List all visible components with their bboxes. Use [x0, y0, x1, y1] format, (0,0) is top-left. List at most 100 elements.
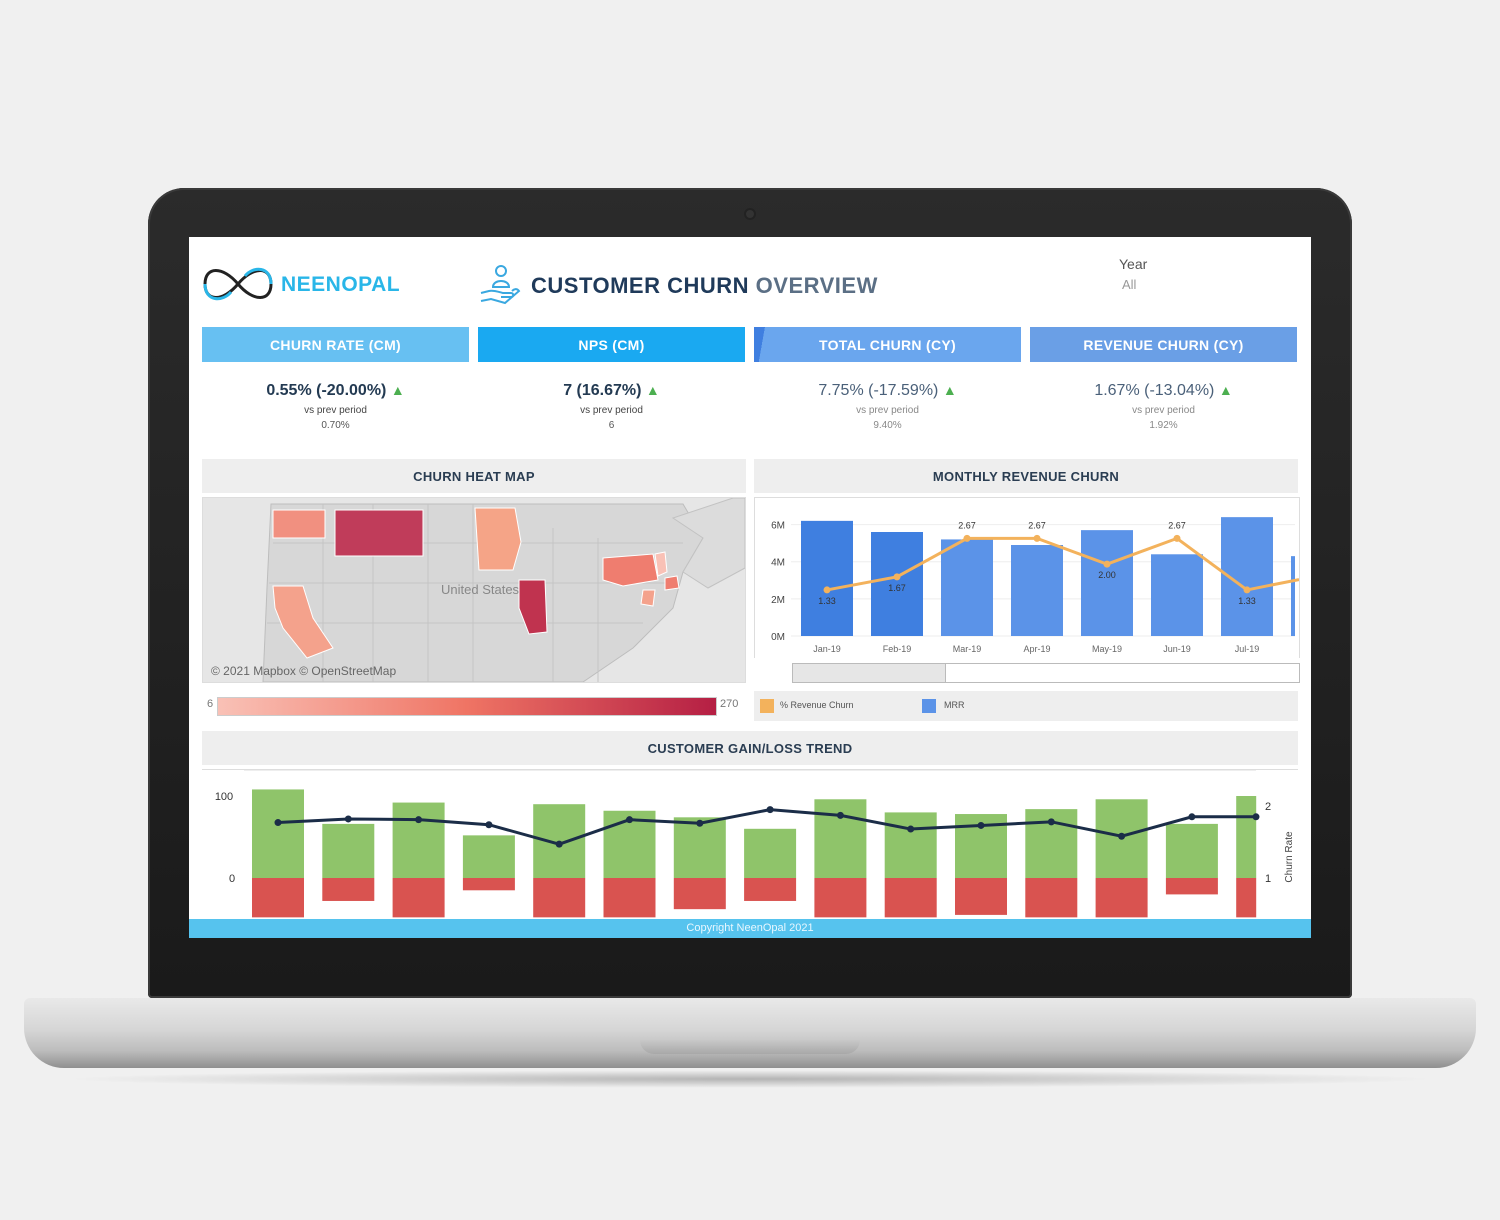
churn-heat-map[interactable]: United States © 2021 Mapbox © OpenStreet…: [202, 497, 746, 683]
y-tick-label: 100: [215, 791, 233, 803]
year-filter-value[interactable]: All: [1122, 277, 1137, 292]
gain-bar: [884, 812, 937, 878]
legend-label-churn[interactable]: % Revenue Churn: [780, 700, 854, 710]
churn-rate-point: [415, 816, 423, 824]
churn-point: [1173, 534, 1181, 542]
kpi-value-text: 7 (16.67%): [563, 382, 642, 399]
churn-rate-point: [485, 821, 493, 829]
loss-bar: [533, 878, 586, 918]
legend-label-mrr[interactable]: MRR: [944, 700, 965, 710]
churn-data-label: 1.67: [888, 583, 906, 593]
churn-data-label: 1.33: [818, 596, 836, 606]
map-country-label: United States: [441, 582, 520, 597]
churn-data-label: 2.67: [1168, 520, 1186, 530]
churn-rate-point: [555, 840, 563, 848]
legend-swatch-churn: [760, 699, 774, 713]
up-triangle-icon: ▲: [1218, 382, 1233, 398]
kpi-sub-label: vs prev period: [1132, 405, 1195, 416]
loss-bar: [955, 878, 1007, 915]
gain-bar: [744, 828, 797, 878]
mrr-bar: [1011, 545, 1063, 636]
churn-rate-point: [1188, 813, 1196, 821]
kpi-total-churn-header: TOTAL CHURN (CY): [754, 327, 1021, 362]
up-triangle-icon: ▲: [942, 382, 957, 398]
kpi-sub-label: vs prev period: [580, 405, 643, 416]
loss-bar: [392, 878, 445, 918]
churn-rate-point: [1118, 832, 1126, 840]
footer-copyright: Copyright NeenOpal 2021: [189, 919, 1311, 938]
us-map-svg: [203, 498, 745, 682]
churn-point: [1243, 586, 1251, 594]
laptop-notch: [640, 1040, 860, 1054]
loss-bar: [1236, 878, 1257, 918]
loss-bar: [462, 878, 515, 891]
kpi-nps-value: 7 (16.67%) ▲: [478, 382, 745, 400]
churn-data-label: 2.67: [958, 520, 976, 530]
mrr-bar-partial: [1291, 556, 1295, 636]
kpi-value-text: 0.55% (-20.00%): [266, 382, 387, 399]
heatmap-legend-min: 6: [207, 698, 214, 710]
mrr-bar: [801, 520, 853, 636]
webcam-icon: [746, 210, 754, 218]
legend-swatch-mrr: [922, 699, 936, 713]
revenue-chart-svg: 0M 2M 4M 6M Jan-19 Feb-19 Mar-19 Apr-19 May-19 Ju…: [771, 517, 1300, 654]
y-tick-label: 4M: [771, 558, 785, 569]
up-triangle-icon: ▲: [390, 382, 405, 398]
loss-bar: [744, 878, 797, 901]
monthly-revenue-churn-chart: 0M 2M 4M 6M Jan-19 Feb-19 Mar-19 Apr-19 May-19 Ju…: [754, 497, 1300, 658]
churn-point: [823, 586, 831, 594]
y-tick-label: 0M: [771, 632, 785, 643]
kpi-nps-header: NPS (CM): [478, 327, 745, 362]
churn-point: [1033, 534, 1041, 542]
x-tick-label: Jul-19: [1235, 644, 1260, 654]
kpi-value-text: 1.67% (-13.04%): [1094, 382, 1215, 399]
gain-bar: [1236, 796, 1257, 878]
gain-bar: [462, 835, 515, 878]
churn-rate-point: [977, 821, 985, 829]
churn-point: [893, 573, 901, 581]
revenue-churn-title: MONTHLY REVENUE CHURN: [754, 459, 1298, 493]
title-accent: OVERVIEW: [755, 273, 878, 298]
kpi-prev-value: 1.92%: [1149, 420, 1178, 431]
revenue-churn-line: [826, 536, 1300, 592]
mrr-bar: [1151, 554, 1203, 636]
title-main: CUSTOMER CHURN: [531, 273, 750, 298]
churn-rate-point: [766, 806, 774, 814]
heatmap-title: CHURN HEAT MAP: [202, 459, 746, 493]
x-tick-label: Mar-19: [953, 644, 982, 654]
revenue-chart-legend: % Revenue Churn MRR: [754, 691, 1298, 721]
gain-bar: [1165, 823, 1218, 878]
loss-bar: [252, 878, 304, 918]
churn-rate-point: [274, 819, 282, 827]
y-tick-label: 2M: [771, 595, 785, 606]
kpi-revenue-churn-header: REVENUE CHURN (CY): [1030, 327, 1297, 362]
trend-title: CUSTOMER GAIN/LOSS TREND: [202, 731, 1298, 765]
mrr-bar: [941, 539, 993, 636]
loss-bar: [322, 878, 375, 901]
gain-bar: [252, 789, 304, 878]
y2-tick-label: 1: [1265, 873, 1271, 885]
laptop-base: [24, 998, 1476, 1068]
chart-scrollbar[interactable]: [792, 663, 1300, 683]
churn-point: [1103, 560, 1111, 568]
y2-axis-label: Churn Rate: [1284, 831, 1295, 883]
kpi-prev-value: 0.70%: [321, 420, 350, 431]
y-tick-label: 6M: [771, 521, 785, 532]
kpi-prev-value: 6: [608, 420, 615, 431]
y-tick-label: 0: [229, 873, 235, 885]
kpi-churn-rate-value: 0.55% (-20.00%) ▲: [202, 382, 469, 400]
loss-bar: [1165, 878, 1218, 895]
churn-data-label: 2.67: [1028, 520, 1046, 530]
scrollbar-thumb[interactable]: [793, 664, 946, 682]
churn-rate-point: [836, 811, 844, 819]
kpi-churn-rate-header: CHURN RATE (CM): [202, 327, 469, 362]
churn-data-label: 1.33: [1238, 596, 1256, 606]
loss-bar: [814, 878, 867, 918]
churn-rate-point: [1047, 818, 1055, 826]
x-tick-label: Jan-19: [813, 644, 841, 654]
trend-chart-svg: 100 0 2 1 Churn Rate: [215, 769, 1295, 918]
kpi-revenue-churn-value: 1.67% (-13.04%) ▲: [1030, 382, 1297, 400]
gain-bar: [392, 802, 445, 878]
gain-bar: [814, 799, 867, 878]
x-tick-label: Feb-19: [883, 644, 912, 654]
